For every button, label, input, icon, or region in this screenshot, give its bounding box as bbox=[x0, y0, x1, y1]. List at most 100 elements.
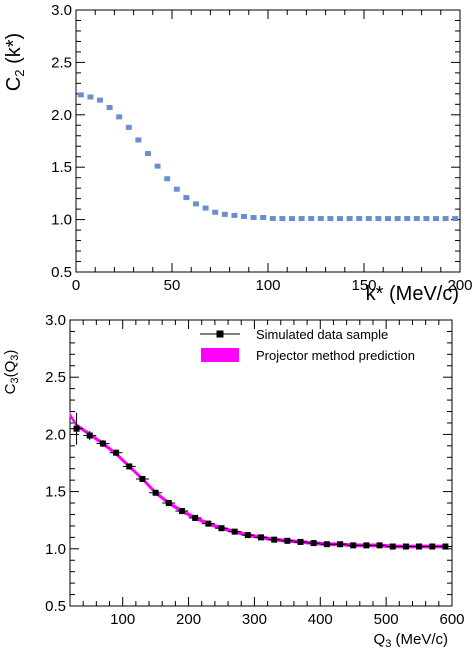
data-point bbox=[99, 440, 106, 447]
data-point bbox=[86, 432, 93, 439]
legend: Simulated data sample Projector method p… bbox=[200, 327, 415, 363]
data-point bbox=[452, 216, 459, 222]
data-point bbox=[241, 213, 247, 219]
data-point bbox=[164, 176, 171, 182]
data-point bbox=[289, 216, 295, 222]
data-point bbox=[87, 94, 94, 100]
data-point bbox=[327, 216, 334, 222]
x-tick-label: 50 bbox=[164, 277, 181, 294]
data-point bbox=[193, 201, 199, 207]
data-point bbox=[183, 195, 190, 201]
data-point bbox=[250, 215, 257, 221]
data-point bbox=[165, 500, 172, 507]
x-tick-label: 150 bbox=[351, 277, 376, 294]
x-tick-label: 500 bbox=[374, 611, 399, 628]
data-point bbox=[145, 151, 151, 157]
x-tick-label: 300 bbox=[242, 611, 267, 628]
x-tick-label: 200 bbox=[447, 277, 472, 294]
y-tick-label: 1.0 bbox=[51, 212, 72, 229]
legend-band-swatch bbox=[201, 348, 239, 362]
data-point bbox=[297, 538, 304, 545]
data-point bbox=[139, 476, 146, 483]
chart-c3: 0.5 1.0 1.5 2.0 2.5 3.0 100 200 300 400 500 600 C3(… bbox=[2, 312, 465, 650]
data-point bbox=[385, 216, 391, 222]
data-point bbox=[258, 534, 264, 541]
data-point bbox=[298, 216, 305, 222]
data-point bbox=[363, 542, 370, 549]
data-point bbox=[205, 520, 212, 527]
prediction-band bbox=[69, 411, 446, 549]
data-point bbox=[113, 449, 120, 456]
data-point bbox=[260, 215, 267, 221]
legend-label-prediction: Projector method prediction bbox=[256, 348, 415, 363]
y-tick-label: 2.0 bbox=[45, 426, 66, 443]
data-point bbox=[404, 216, 411, 222]
x-axis-label: Q3 (MeV/c) bbox=[374, 631, 448, 650]
data-point bbox=[221, 211, 228, 217]
data-point bbox=[173, 186, 180, 192]
data-point bbox=[442, 216, 449, 222]
x-tick-label: 200 bbox=[176, 611, 201, 628]
y-axis-label: C3(Q3) bbox=[2, 350, 21, 395]
data-point bbox=[433, 216, 439, 222]
plot-frame bbox=[75, 9, 461, 273]
legend-label-data: Simulated data sample bbox=[256, 327, 388, 342]
y-tick-label: 3.0 bbox=[51, 2, 72, 19]
data-point bbox=[73, 425, 80, 432]
data-point bbox=[346, 216, 353, 222]
plot-frame bbox=[69, 319, 453, 607]
data-point bbox=[152, 489, 159, 496]
data-point bbox=[376, 542, 383, 549]
data-point bbox=[126, 463, 133, 470]
y-tick-label: 1.5 bbox=[45, 484, 66, 501]
data-point bbox=[231, 212, 238, 218]
data-point bbox=[97, 97, 103, 103]
data-point bbox=[416, 543, 423, 550]
data-point bbox=[116, 114, 123, 120]
x-axis-label: k* (MeV/c) bbox=[366, 283, 459, 305]
x-tick-label: 0 bbox=[72, 277, 80, 294]
data-point bbox=[125, 124, 132, 130]
x-tick-label: 400 bbox=[308, 611, 333, 628]
y-tick-label: 1.0 bbox=[45, 541, 66, 558]
y-tick-label: 2.5 bbox=[45, 369, 66, 386]
data-point bbox=[308, 216, 315, 222]
data-point bbox=[423, 216, 430, 222]
data-point bbox=[442, 543, 449, 550]
data-point bbox=[178, 508, 185, 515]
data-point bbox=[192, 514, 199, 521]
chart-c2: 0.5 1.0 1.5 2.0 2.5 3.0 0 50 100 150 200 C2 (k*) k… bbox=[3, 2, 473, 305]
data-point bbox=[77, 92, 84, 98]
data-point bbox=[310, 540, 317, 547]
data-point bbox=[365, 216, 372, 222]
y-tick-label: 0.5 bbox=[51, 264, 72, 281]
data-point bbox=[135, 137, 142, 143]
data-point bbox=[269, 216, 276, 222]
data-point bbox=[154, 163, 161, 169]
y-tick-label: 1.5 bbox=[51, 159, 72, 176]
data-point bbox=[106, 104, 113, 110]
data-point bbox=[394, 216, 401, 222]
x-tick-label: 100 bbox=[255, 277, 280, 294]
data-point bbox=[212, 209, 219, 215]
data-point bbox=[317, 216, 324, 222]
data-point bbox=[429, 543, 436, 550]
data-point bbox=[356, 216, 363, 222]
data-point bbox=[279, 216, 286, 222]
data-point bbox=[413, 216, 420, 222]
data-point bbox=[337, 541, 344, 548]
y-axis-label: C2 (k*) bbox=[3, 33, 27, 91]
data-point bbox=[350, 542, 357, 549]
data-point bbox=[231, 528, 238, 535]
y-tick-label: 0.5 bbox=[45, 598, 66, 615]
data-point bbox=[375, 216, 382, 222]
x-tick-label: 600 bbox=[439, 611, 464, 628]
data-point bbox=[202, 205, 209, 211]
x-tick-label: 100 bbox=[110, 611, 135, 628]
data-point bbox=[323, 541, 330, 548]
data-point bbox=[218, 525, 225, 532]
data-point bbox=[337, 216, 343, 222]
data-point bbox=[244, 532, 251, 539]
data-point bbox=[402, 543, 409, 550]
